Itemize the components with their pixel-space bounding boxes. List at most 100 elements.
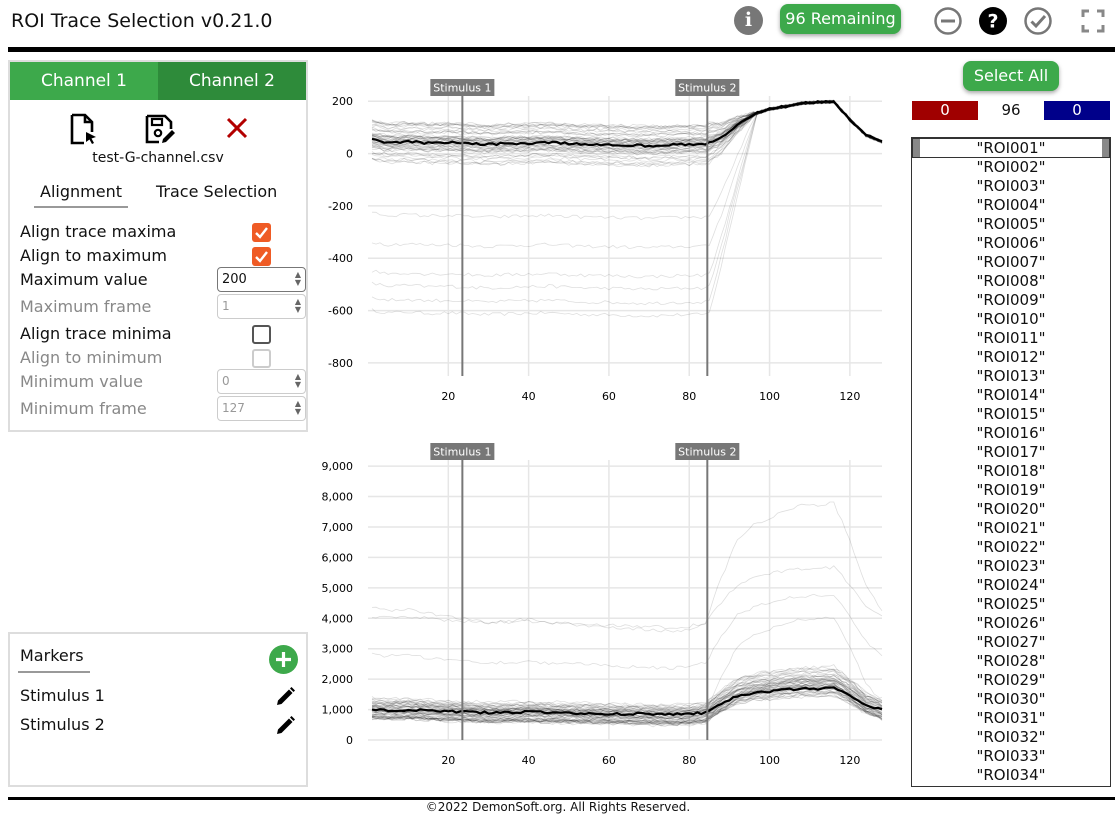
roi-list-item[interactable]: "ROI027"	[976, 633, 1046, 651]
info-icon[interactable]: i	[734, 6, 763, 35]
y-tick-label: 9,000	[322, 460, 354, 473]
roi-list-item[interactable]: "ROI016"	[976, 424, 1046, 442]
tab-channel-1[interactable]: Channel 1	[10, 62, 158, 100]
roi-trace	[371, 693, 883, 725]
roi-list-item[interactable]: "ROI023"	[976, 557, 1046, 575]
roi-list-item[interactable]: "ROI007"	[976, 253, 1046, 271]
roi-trace	[371, 681, 883, 723]
roi-list-item[interactable]: "ROI025"	[976, 595, 1046, 613]
align-to-minimum-checkbox	[252, 349, 271, 368]
roi-list-item[interactable]: "ROI022"	[976, 538, 1046, 556]
add-marker-icon[interactable]	[269, 645, 298, 674]
y-tick-label: -600	[328, 305, 353, 318]
option-label: Align trace maxima	[20, 222, 177, 241]
select-all-button[interactable]: Select All	[963, 61, 1059, 91]
roi-trace	[371, 669, 883, 712]
roi-list[interactable]: "ROI001" "ROI002" "ROI003" "ROI004" "ROI005"…	[911, 137, 1111, 787]
roi-list-item[interactable]: "ROI014"	[976, 386, 1046, 404]
roi-trace	[371, 100, 883, 143]
roi-list-item[interactable]: "ROI001"	[912, 138, 1110, 158]
roi-list-item[interactable]: "ROI017"	[976, 443, 1046, 461]
roi-list-item[interactable]: "ROI015"	[976, 405, 1046, 423]
input-value: 1	[222, 299, 230, 313]
roi-trace	[371, 100, 883, 144]
roi-list-item[interactable]: "ROI002"	[976, 158, 1046, 176]
roi-trace	[371, 670, 883, 713]
roi-list-item[interactable]: "ROI029"	[976, 671, 1046, 689]
trace-chart-bottom[interactable]: 9,000 8,000 7,000 6,000 5,000 4,000 3,000 2,000…	[318, 440, 888, 772]
markers-panel: Markers Stimulus 1 Stimulus 2	[8, 632, 308, 787]
roi-list-item[interactable]: "ROI003"	[976, 177, 1046, 195]
x-tick-label: 100	[759, 390, 780, 403]
save-edit-icon[interactable]	[143, 112, 177, 146]
maximum-value-input[interactable]: 200 ▲ ▼	[217, 267, 306, 292]
marker-item: Stimulus 2	[20, 715, 300, 737]
roi-list-item[interactable]: "ROI009"	[976, 291, 1046, 309]
roi-trace	[371, 666, 883, 708]
align-minima-checkbox[interactable]	[252, 325, 271, 344]
stimulus-marker-tag	[675, 443, 740, 460]
check-circle-icon[interactable]	[1023, 6, 1053, 36]
svg-text:?: ?	[987, 11, 998, 33]
roi-list-item[interactable]: "ROI032"	[976, 728, 1046, 746]
roi-trace	[371, 689, 883, 720]
roi-list-item[interactable]: "ROI033"	[976, 747, 1046, 765]
edit-marker-icon[interactable]	[274, 715, 296, 737]
roi-list-item[interactable]: "ROI018"	[976, 462, 1046, 480]
roi-list-item[interactable]: "ROI019"	[976, 481, 1046, 499]
roi-list-item[interactable]: "ROI031"	[976, 709, 1046, 727]
roi-list-item[interactable]: "ROI030"	[976, 690, 1046, 708]
align-maxima-checkbox[interactable]	[252, 223, 271, 242]
minus-circle-icon[interactable]	[933, 6, 963, 36]
roi-list-item[interactable]: "ROI021"	[976, 519, 1046, 537]
roi-list-item[interactable]: "ROI006"	[976, 234, 1046, 252]
roi-trace	[371, 99, 883, 144]
footer-divider	[8, 797, 1115, 800]
roi-list-item[interactable]: "ROI012"	[976, 348, 1046, 366]
align-to-maximum-checkbox[interactable]	[252, 247, 271, 266]
roi-trace	[371, 100, 883, 155]
tab-alignment[interactable]: Alignment	[34, 182, 128, 208]
tab-trace-selection[interactable]: Trace Selection	[156, 182, 278, 201]
roi-trace	[371, 689, 883, 720]
remaining-badge[interactable]: 96 Remaining	[780, 4, 901, 34]
roi-list-item[interactable]: "ROI005"	[976, 215, 1046, 233]
close-x-icon[interactable]	[220, 112, 254, 146]
roi-trace	[371, 673, 883, 710]
roi-list-item[interactable]: "ROI028"	[976, 652, 1046, 670]
stimulus-marker-label: Stimulus 2	[678, 446, 736, 459]
roi-list-item[interactable]: "ROI013"	[976, 367, 1046, 385]
x-tick-label: 40	[522, 390, 536, 403]
footer-copyright: ©2022 DemonSoft.org. All Rights Reserved…	[425, 800, 691, 814]
spinner-icon[interactable]: ▲ ▼	[294, 270, 301, 287]
help-circle-icon[interactable]: ?	[978, 6, 1008, 36]
roi-trace	[371, 694, 883, 725]
tab-channel-2[interactable]: Channel 2	[158, 62, 306, 100]
x-tick-label: 120	[839, 754, 860, 767]
roi-list-item[interactable]: "ROI034"	[976, 766, 1046, 784]
roi-list-item[interactable]: "ROI024"	[976, 576, 1046, 594]
roi-list-item[interactable]: "ROI008"	[976, 272, 1046, 290]
stimulus-marker-tag	[430, 79, 495, 96]
option-align-to-maximum: Align to maximum	[20, 246, 300, 268]
edit-marker-icon[interactable]	[274, 686, 296, 708]
open-file-icon[interactable]	[66, 112, 100, 146]
trace-chart-top[interactable]: 200 0 -200 -400 -600 -800 20 40 60 80 100 120 Stimul…	[318, 76, 888, 406]
roi-list-item[interactable]: "ROI020"	[976, 500, 1046, 518]
y-tick-label: -400	[328, 252, 353, 265]
roi-trace	[371, 593, 883, 670]
y-tick-label: 4,000	[322, 612, 354, 625]
roi-list-item[interactable]: "ROI004"	[976, 196, 1046, 214]
fullscreen-icon[interactable]	[1078, 6, 1108, 36]
marker-label: Stimulus 1	[20, 686, 105, 705]
roi-trace	[371, 668, 883, 710]
stimulus-marker-label: Stimulus 2	[678, 82, 736, 95]
x-tick-label: 40	[522, 754, 536, 767]
roi-trace	[371, 694, 883, 726]
roi-list-item[interactable]: "ROI010"	[976, 310, 1046, 328]
roi-list-item[interactable]: "ROI011"	[976, 329, 1046, 347]
roi-list-item[interactable]: "ROI026"	[976, 614, 1046, 632]
roi-trace	[371, 99, 883, 154]
minimum-value-input: 0 ▲ ▼	[217, 369, 306, 394]
roi-trace	[371, 679, 883, 720]
